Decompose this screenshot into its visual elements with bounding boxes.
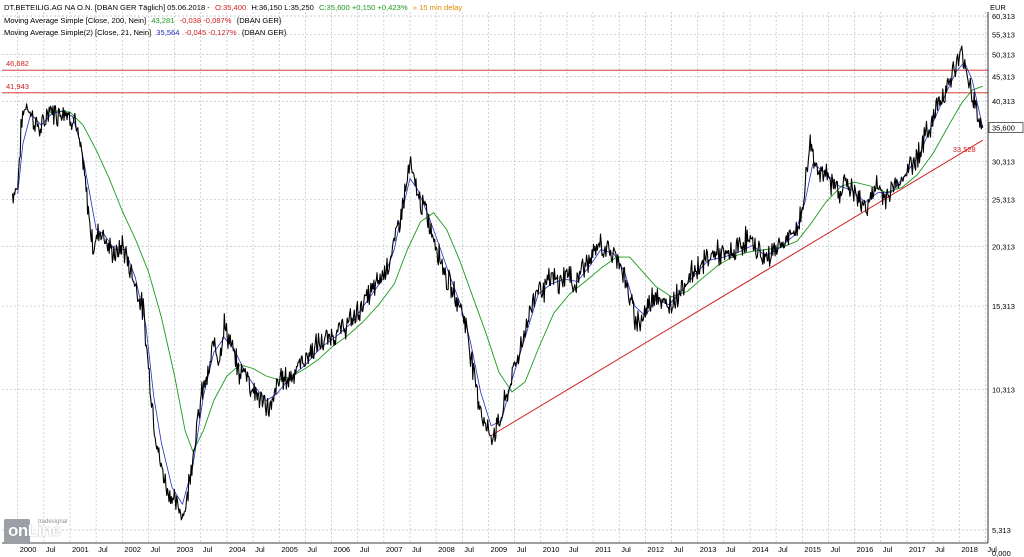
x-tick-label: 2011 xyxy=(595,545,611,554)
x-tick-label: 2009 xyxy=(490,545,507,554)
price-line xyxy=(11,45,984,521)
x-tick-label: Jul xyxy=(46,545,56,554)
x-tick-label: 2001 xyxy=(72,545,89,554)
logo-subtext: tradesignal xyxy=(38,519,68,525)
logo-badge xyxy=(4,519,30,543)
x-tick-label: Jul xyxy=(412,545,422,554)
header-ma200-line: Moving Average Simple [Close, 200, Nein]… xyxy=(4,16,284,25)
x-tick-label: Jul xyxy=(726,545,736,554)
symbol-info: DT.BETEILIG.AG NA O.N. [DBAN GER Täglich… xyxy=(4,3,210,12)
x-tick-label: 2004 xyxy=(229,545,246,554)
last-value-box xyxy=(988,122,1024,133)
x-tick-label: Jul xyxy=(935,545,945,554)
x-tick-label: 2002 xyxy=(124,545,141,554)
ma21-label: Moving Average Simple(2) [Close, 21, Nei… xyxy=(4,28,152,37)
currency-label: EUR xyxy=(990,3,1006,12)
x-tick-label: 2017 xyxy=(909,545,926,554)
y-tick-label: 55,313 xyxy=(992,30,1015,39)
x-tick-label: 2016 xyxy=(857,545,874,554)
x-tick-label: Jul xyxy=(203,545,213,554)
x-tick-label: Jul xyxy=(360,545,370,554)
x-tick-label: Jul xyxy=(987,545,997,554)
ma21-change: -0,045 -0,127% xyxy=(184,28,237,37)
y-tick-label: 20,313 xyxy=(992,242,1015,251)
x-tick-label: 2010 xyxy=(543,545,560,554)
logo-wordmark: onLine xyxy=(8,521,61,540)
ma200-change: -0,038 -0,087% xyxy=(179,16,232,25)
x-tick-label: 2007 xyxy=(386,545,403,554)
level-label: 46,682 xyxy=(6,59,29,68)
x-tick-label: 2008 xyxy=(438,545,455,554)
y-tick-label: 25,313 xyxy=(992,196,1015,205)
open-value: O:35,400 xyxy=(214,3,247,12)
y-tick-label: 50,313 xyxy=(992,50,1015,59)
y-tick-label: 40,313 xyxy=(992,97,1015,106)
x-tick-label: Jul xyxy=(621,545,631,554)
trendline-label: 33,528 xyxy=(953,145,976,154)
trendline xyxy=(490,139,984,437)
x-tick-label: 2018 xyxy=(961,545,978,554)
x-tick-label: Jul xyxy=(464,545,474,554)
series-lines xyxy=(11,45,984,521)
y-tick-label: 30,313 xyxy=(992,158,1015,167)
x-tick-label: Jul xyxy=(517,545,527,554)
close-value: C:35,600 +0,150 +0,423% xyxy=(318,3,408,12)
x-tick-label: 2015 xyxy=(804,545,821,554)
delay-note: » 15 min delay xyxy=(412,3,463,12)
support-resistance-levels: 46,682 41,943 33,528 xyxy=(2,59,988,437)
x-tick-label: Jul xyxy=(150,545,160,554)
tradesignal-logo: onLine tradesignal xyxy=(4,515,84,547)
x-tick-label: Jul xyxy=(98,545,108,554)
last-value-label: 35,600 xyxy=(992,124,1015,133)
x-tick-label: 2005 xyxy=(281,545,298,554)
high-low-values: H:36,150 L:35,250 xyxy=(251,3,314,12)
y-tick-label: 15,313 xyxy=(992,302,1015,311)
grid xyxy=(2,12,988,543)
ma200-line xyxy=(46,85,983,452)
x-tick-label: 2000 xyxy=(20,545,37,554)
x-tick-label: 2012 xyxy=(647,545,664,554)
ma21-line xyxy=(17,61,984,505)
ma200-value: 43,281 xyxy=(151,16,175,25)
y-tick-label: 45,313 xyxy=(992,73,1015,82)
y-tick-label: 60,313 xyxy=(992,12,1015,21)
x-tick-label: 2013 xyxy=(700,545,717,554)
y-tick-label: 10,313 xyxy=(992,386,1015,395)
x-tick-label: 2014 xyxy=(752,545,769,554)
level-label: 41,943 xyxy=(6,82,29,91)
y-tick-label: 0,000 xyxy=(992,549,1011,557)
header-price-line: DT.BETEILIG.AG NA O.N. [DBAN GER Täglich… xyxy=(4,3,465,12)
ma21-source: {DBAN GER} xyxy=(241,28,287,37)
ma21-value: 35,564 xyxy=(156,28,180,37)
x-tick-label: Jul xyxy=(830,545,840,554)
x-tick-label: Jul xyxy=(674,545,684,554)
x-tick-label: Jul xyxy=(883,545,893,554)
y-tick-label: 5,313 xyxy=(992,526,1011,535)
axes: 2000 Jul 2001 Jul 2002 Jul 2003 Jul 2004 Jul 2005 J… xyxy=(2,3,1024,557)
ma200-label: Moving Average Simple [Close, 200, Nein] xyxy=(4,16,147,25)
x-tick-label: Jul xyxy=(255,545,265,554)
x-tick-label: Jul xyxy=(307,545,317,554)
x-tick-label: Jul xyxy=(569,545,579,554)
x-tick-label: 2003 xyxy=(177,545,194,554)
ma200-source: {DBAN GER} xyxy=(236,16,282,25)
x-tick-label: Jul xyxy=(778,545,788,554)
x-tick-label: 2006 xyxy=(334,545,351,554)
header-ma21-line: Moving Average Simple(2) [Close, 21, Nei… xyxy=(4,28,289,37)
